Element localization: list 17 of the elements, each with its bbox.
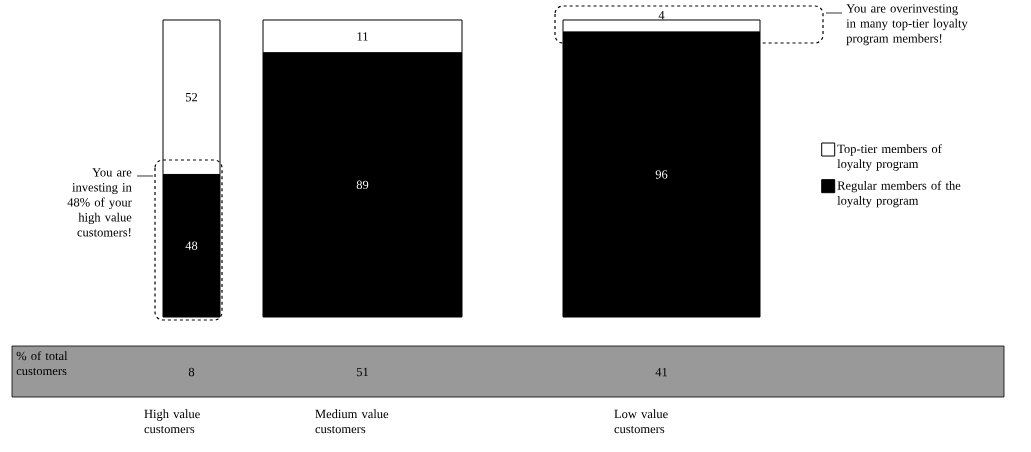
x-tick-label: Low value customers	[614, 409, 668, 434]
data-label: 89	[356, 180, 369, 190]
data-label: 8	[188, 367, 195, 377]
data-label: 4	[658, 11, 665, 20]
data-label: 41	[655, 367, 668, 377]
legend-label: Regular members of the loyalty program	[837, 180, 961, 208]
x-tick-label: High value customers	[144, 409, 200, 434]
text: % of total customers	[16, 351, 68, 376]
data-label: 48	[185, 241, 198, 250]
data-label: 11	[357, 32, 368, 41]
x-tick-label: Medium value customers	[315, 409, 389, 434]
data-label: 52	[185, 93, 198, 102]
text: You are overinvesting in many top-tier loyalty program members!	[846, 4, 968, 46]
data-label: 96	[655, 170, 668, 179]
annotation: You are investing in 48% of your high value customers!	[67, 168, 132, 237]
legend-label: Top-tier members of loyalty program	[837, 144, 942, 171]
data-label: 51	[356, 367, 369, 377]
